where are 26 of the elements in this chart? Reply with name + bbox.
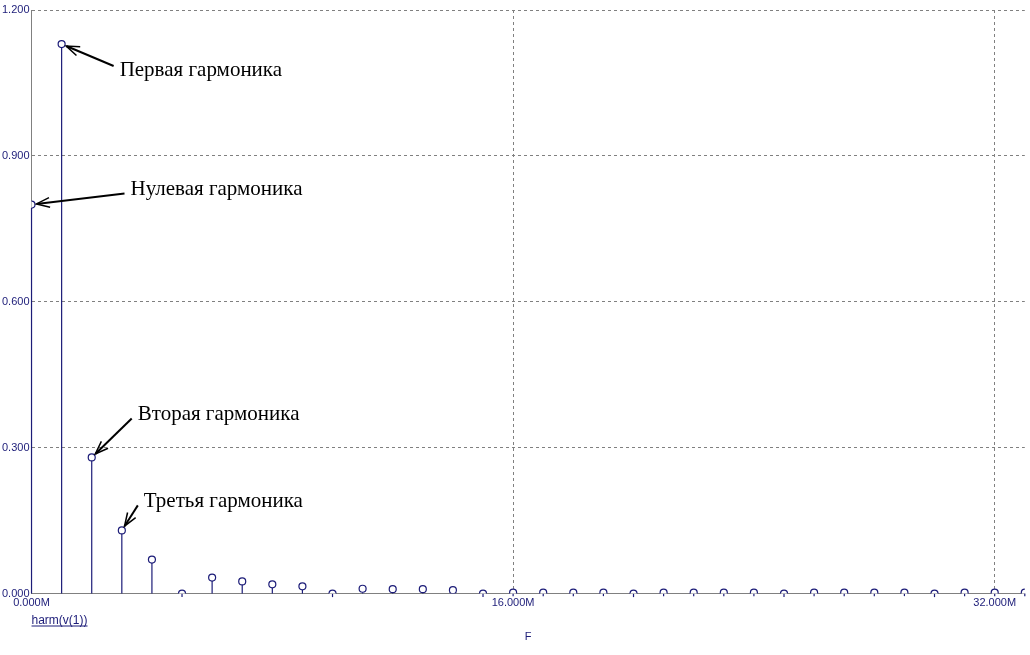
point xyxy=(57,39,66,49)
text: harm(v(1)) xyxy=(31,612,88,627)
annotation: Первая гармоника xyxy=(119,56,283,81)
annotation: Третья гармоника xyxy=(143,487,304,512)
point xyxy=(448,586,458,594)
point xyxy=(298,582,307,591)
x-tick-label: 32.000M xyxy=(973,596,1017,609)
y-tick-label: 0.300 xyxy=(2,440,30,453)
point xyxy=(418,585,427,594)
x-tick-label: 16.000M xyxy=(491,596,535,609)
point xyxy=(87,453,96,462)
annotation: Нулевая гармоника xyxy=(130,176,304,201)
point xyxy=(268,580,277,589)
y-tick-label: 0.000 xyxy=(2,586,30,599)
point xyxy=(117,526,126,535)
point xyxy=(238,577,247,586)
y-tick-label: 1.200 xyxy=(2,3,30,16)
point xyxy=(147,555,157,564)
annotation: Вторая гармоника xyxy=(137,400,301,425)
point xyxy=(358,584,367,593)
x-axis-title: F xyxy=(524,630,532,643)
point xyxy=(208,573,217,582)
point xyxy=(388,585,397,594)
y-tick-label: 0.900 xyxy=(2,148,30,161)
y-tick-label: 0.600 xyxy=(2,294,30,307)
x-tick-label: 0.000M xyxy=(13,596,50,609)
